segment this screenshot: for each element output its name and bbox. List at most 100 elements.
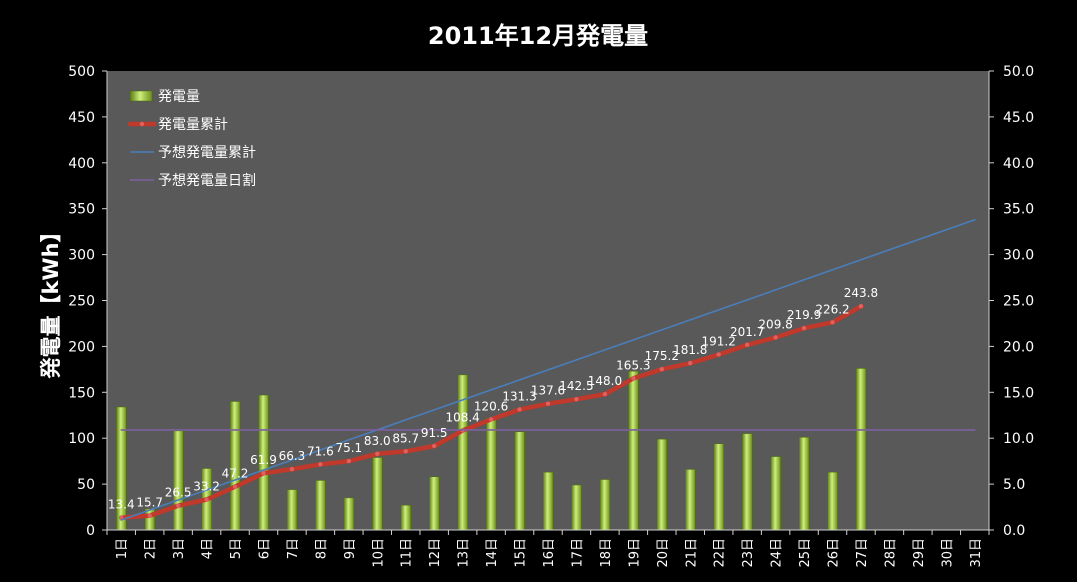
data-label: 148.0 [588, 374, 622, 388]
x-tick-label: 23日 [741, 538, 756, 568]
data-label: 71.6 [307, 444, 334, 458]
y-tick-label: 300 [68, 248, 95, 264]
data-label: 142.5 [559, 379, 593, 393]
y2-tick-label: 50.0 [1003, 64, 1034, 80]
y-tick-label: 150 [68, 385, 95, 401]
data-label: 137.6 [531, 384, 565, 398]
data-label: 66.3 [279, 449, 306, 463]
x-tick-label: 22日 [713, 538, 728, 568]
data-label: 61.9 [250, 453, 277, 467]
y-tick-label: 350 [68, 202, 95, 218]
y-tick-label: 500 [68, 64, 95, 80]
x-tick-label: 20日 [656, 538, 671, 568]
data-label: 175.2 [645, 349, 679, 363]
line-point [232, 484, 238, 489]
line-point [545, 401, 551, 406]
line-point [517, 407, 522, 412]
legend-swatch [129, 90, 153, 102]
y2-tick-label: 10.0 [1003, 431, 1034, 447]
line-point [602, 391, 608, 397]
x-tick-label: 21日 [684, 538, 699, 568]
bar [770, 456, 781, 531]
y-tick-label: 200 [68, 339, 95, 355]
legend-label: 発電量累計 [158, 117, 228, 133]
y2-tick-label: 35.0 [1003, 202, 1034, 218]
legend-label: 発電量 [158, 89, 200, 105]
data-label: 83.0 [364, 434, 391, 448]
data-label: 33.2 [193, 480, 220, 494]
y2-tick-label: 0.0 [1003, 523, 1025, 539]
bar [571, 484, 582, 531]
bar [798, 437, 810, 531]
bar [628, 370, 639, 531]
legend-label: 予想発電量日割 [158, 172, 256, 189]
x-tick-label: 16日 [542, 538, 557, 568]
x-tick-label: 3日 [172, 538, 187, 559]
bar [485, 417, 497, 531]
x-tick-label: 18日 [599, 538, 614, 568]
legend-label: 予想発電量累計 [158, 145, 256, 161]
plot-area [107, 71, 989, 530]
x-tick-label: 29日 [912, 538, 927, 568]
x-tick-label: 30日 [940, 538, 955, 568]
line-point [346, 458, 352, 464]
y-tick-label: 50 [77, 477, 95, 493]
data-label-group: 13.4 15.726.5 33.247.261.9 66.3 71.6 75.183.0… [108, 286, 878, 512]
x-tick-label: 2日 [144, 538, 159, 559]
x-tick-label: 17日 [570, 538, 585, 568]
line-point [858, 303, 864, 309]
data-label: 209.8 [758, 317, 792, 331]
line-point [716, 352, 721, 357]
data-label: 226.2 [815, 302, 849, 316]
data-label: 243.8 [844, 286, 878, 300]
line-point [375, 451, 380, 457]
data-label: 91.5 [421, 426, 448, 440]
line-point [204, 497, 209, 502]
x-tick-label: 7日 [286, 538, 301, 559]
bar [741, 433, 753, 531]
x-tick-label: 5日 [229, 538, 244, 559]
data-label: 181.8 [673, 343, 707, 357]
x-tick-label: 6日 [257, 538, 272, 559]
line-point [830, 320, 835, 325]
line-point [261, 470, 266, 476]
axes-group: 0 50 100 150 200 250 300 350 400 450 500 0.0 5.0 10.0… [68, 64, 1034, 568]
line-point [431, 443, 437, 449]
bar [343, 497, 355, 531]
line-point [289, 466, 295, 472]
x-tick-label: 31日 [969, 538, 984, 568]
x-tick-label: 28日 [883, 538, 898, 568]
x-tick-label: 12日 [428, 538, 443, 568]
legend-swatch-marker [139, 121, 145, 127]
data-label: 201.7 [730, 325, 764, 339]
y-tick-label: 0 [86, 523, 95, 539]
bar [372, 457, 383, 531]
line-point [773, 335, 778, 340]
y-tick-label: 400 [68, 156, 95, 172]
bar [656, 438, 668, 531]
bar [685, 469, 696, 531]
data-label: 108.4 [445, 410, 479, 424]
x-tick-label: 14日 [485, 538, 500, 568]
line-point [488, 417, 494, 422]
line-point [318, 462, 323, 467]
y-tick-label: 100 [68, 431, 95, 447]
x-tick-label: 10日 [371, 538, 386, 568]
bar [400, 504, 411, 531]
data-label: 13.4 [108, 498, 135, 512]
data-label: 26.5 [165, 486, 192, 500]
x-tick-label: 9日 [343, 538, 358, 559]
bar [542, 471, 554, 531]
y2-tick-label: 25.0 [1003, 294, 1034, 310]
data-label: 165.3 [616, 358, 650, 372]
x-tick-label: 1日 [115, 538, 130, 559]
line-series-group [118, 219, 976, 521]
data-label: 120.6 [474, 399, 508, 413]
chart-title: 2011年12月発電量 [428, 22, 648, 50]
data-label: 47.2 [222, 467, 249, 481]
data-label: 75.1 [335, 441, 362, 455]
data-label: 85.7 [392, 431, 419, 445]
